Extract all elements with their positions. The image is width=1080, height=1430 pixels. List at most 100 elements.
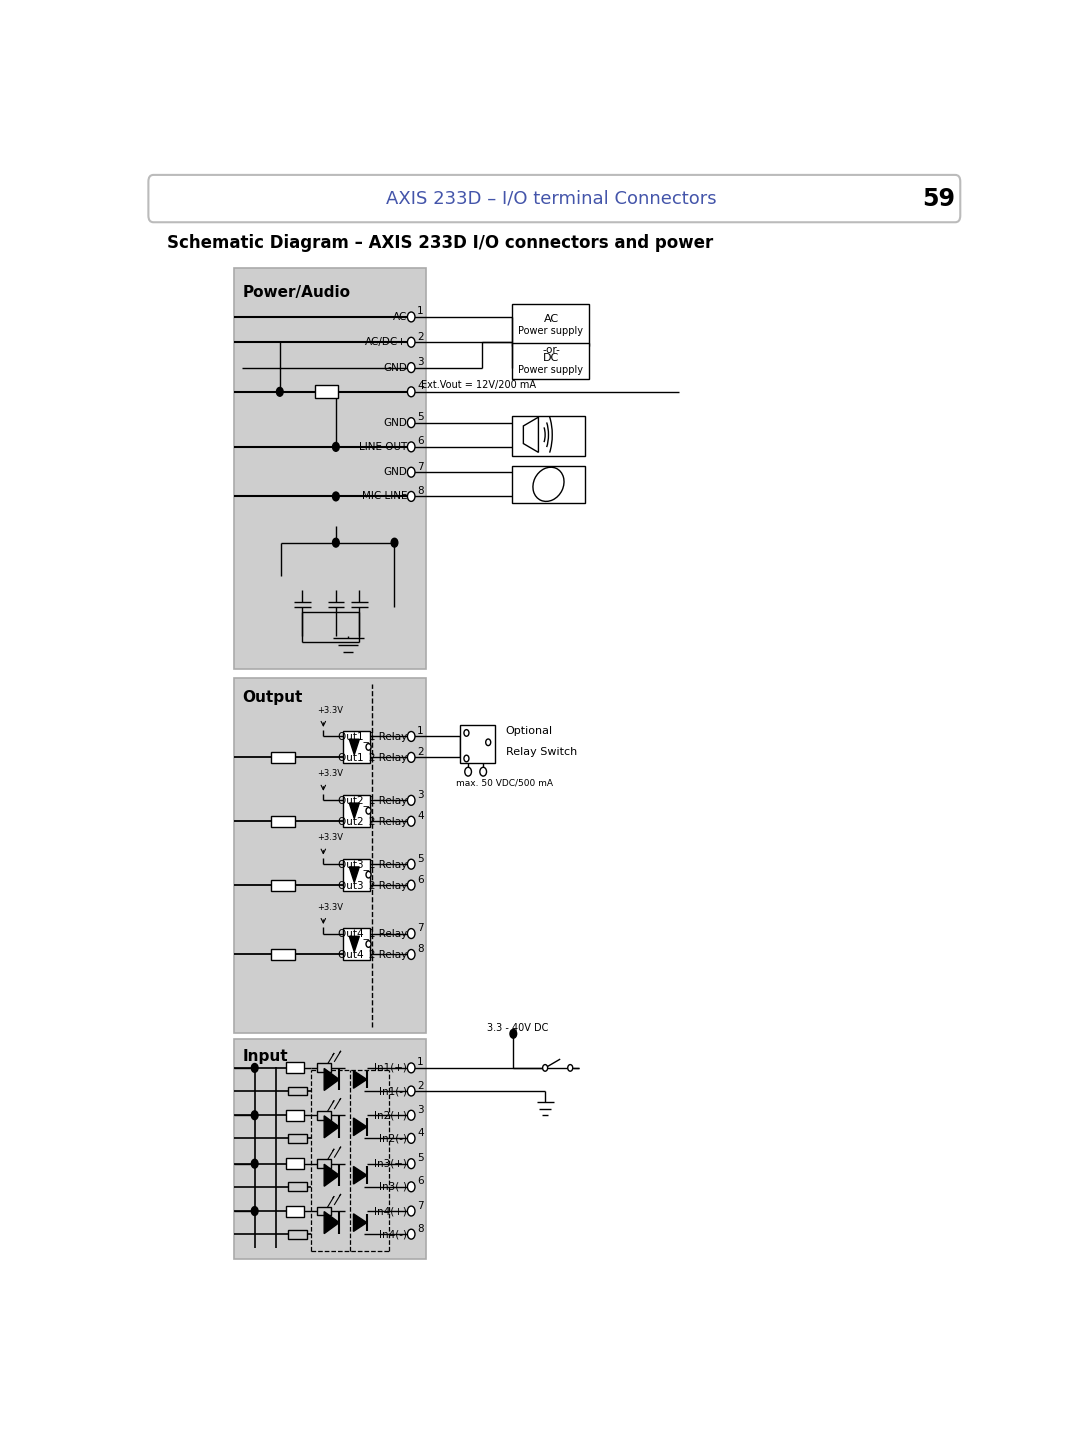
- Text: +3.3V: +3.3V: [318, 834, 343, 842]
- FancyBboxPatch shape: [285, 1158, 305, 1170]
- Text: In2(+): In2(+): [374, 1110, 407, 1120]
- Text: 1: 1: [417, 306, 423, 316]
- Circle shape: [252, 1111, 258, 1120]
- Circle shape: [407, 1205, 415, 1216]
- Circle shape: [407, 418, 415, 428]
- Circle shape: [480, 768, 486, 776]
- Text: In4(+): In4(+): [374, 1205, 407, 1216]
- Text: 59: 59: [922, 186, 956, 210]
- Text: 8: 8: [417, 1224, 423, 1234]
- Text: DC: DC: [543, 353, 559, 363]
- Circle shape: [252, 1064, 258, 1072]
- Circle shape: [464, 768, 472, 776]
- Circle shape: [568, 1064, 572, 1071]
- Text: 3: 3: [417, 789, 423, 799]
- Circle shape: [252, 1207, 258, 1216]
- Circle shape: [333, 538, 339, 548]
- Text: Ext.Vout = 12V/200 mA: Ext.Vout = 12V/200 mA: [421, 380, 537, 390]
- Text: Relay Switch: Relay Switch: [505, 746, 577, 756]
- Circle shape: [407, 388, 415, 396]
- Text: 3.3 - 40V DC: 3.3 - 40V DC: [486, 1024, 548, 1034]
- Text: 1: 1: [417, 1057, 423, 1067]
- Text: In4(-): In4(-): [379, 1230, 407, 1240]
- FancyBboxPatch shape: [271, 950, 295, 960]
- Text: +3.3V: +3.3V: [318, 902, 343, 912]
- Text: 3: 3: [417, 1105, 423, 1115]
- Circle shape: [542, 1064, 548, 1071]
- Text: 8: 8: [417, 486, 423, 496]
- Polygon shape: [324, 1164, 339, 1187]
- Text: 4: 4: [417, 382, 423, 392]
- Text: AC: AC: [393, 312, 407, 322]
- Circle shape: [407, 879, 415, 889]
- Polygon shape: [324, 1211, 339, 1234]
- FancyBboxPatch shape: [271, 815, 295, 827]
- FancyBboxPatch shape: [460, 725, 495, 762]
- Text: 5: 5: [417, 412, 423, 422]
- FancyBboxPatch shape: [233, 1040, 427, 1260]
- FancyBboxPatch shape: [342, 858, 370, 891]
- Circle shape: [407, 492, 415, 502]
- FancyBboxPatch shape: [288, 1134, 307, 1143]
- Circle shape: [407, 928, 415, 938]
- Text: AXIS 233D – I/O terminal Connectors: AXIS 233D – I/O terminal Connectors: [386, 190, 717, 207]
- Text: In2(-): In2(-): [379, 1134, 407, 1144]
- Text: 4: 4: [417, 811, 423, 821]
- FancyBboxPatch shape: [271, 752, 295, 762]
- Circle shape: [407, 1230, 415, 1240]
- Polygon shape: [353, 1167, 367, 1184]
- Circle shape: [407, 468, 415, 478]
- FancyBboxPatch shape: [342, 928, 370, 960]
- Circle shape: [510, 1030, 516, 1038]
- Text: AC: AC: [543, 315, 558, 325]
- Circle shape: [407, 337, 415, 347]
- FancyBboxPatch shape: [285, 1110, 305, 1121]
- Text: In1(-): In1(-): [379, 1085, 407, 1095]
- FancyBboxPatch shape: [271, 879, 295, 891]
- Polygon shape: [349, 867, 360, 882]
- FancyBboxPatch shape: [288, 1230, 307, 1238]
- Text: Optional: Optional: [505, 726, 553, 736]
- Text: GND: GND: [383, 468, 407, 478]
- Polygon shape: [324, 1068, 339, 1091]
- Circle shape: [407, 1181, 415, 1191]
- Text: GND: GND: [383, 363, 407, 373]
- Text: 2: 2: [417, 1081, 423, 1091]
- Circle shape: [407, 752, 415, 762]
- Circle shape: [407, 817, 415, 827]
- Circle shape: [366, 808, 372, 814]
- Text: 6: 6: [417, 875, 423, 885]
- Polygon shape: [353, 1118, 367, 1135]
- FancyBboxPatch shape: [318, 1207, 330, 1216]
- Text: Out4_2 Relay: Out4_2 Relay: [338, 950, 407, 960]
- Text: +3.3V: +3.3V: [318, 769, 343, 778]
- Circle shape: [276, 388, 283, 396]
- Text: 1: 1: [417, 726, 423, 736]
- Circle shape: [252, 1160, 258, 1168]
- FancyBboxPatch shape: [288, 1087, 307, 1095]
- Circle shape: [407, 859, 415, 869]
- FancyBboxPatch shape: [318, 1111, 330, 1120]
- FancyBboxPatch shape: [342, 731, 370, 762]
- Polygon shape: [353, 1071, 367, 1088]
- Circle shape: [407, 312, 415, 322]
- Text: Out3_2 Relay: Out3_2 Relay: [338, 879, 407, 891]
- Circle shape: [407, 1134, 415, 1144]
- Text: AC/DC+: AC/DC+: [365, 337, 407, 347]
- Text: Schematic Diagram – AXIS 233D I/O connectors and power: Schematic Diagram – AXIS 233D I/O connec…: [166, 235, 713, 252]
- Text: In3(-): In3(-): [379, 1181, 407, 1191]
- Circle shape: [407, 1062, 415, 1072]
- Text: MIC LINE: MIC LINE: [362, 492, 407, 502]
- Text: Out1_2 Relay: Out1_2 Relay: [338, 752, 407, 762]
- Text: 2: 2: [417, 332, 423, 342]
- Text: Power supply: Power supply: [518, 365, 583, 375]
- Circle shape: [407, 363, 415, 373]
- Text: 6: 6: [417, 436, 423, 446]
- Polygon shape: [349, 937, 360, 952]
- Polygon shape: [349, 804, 360, 818]
- Circle shape: [333, 442, 339, 452]
- Text: 5: 5: [417, 1153, 423, 1163]
- Text: max. 50 VDC/500 mA: max. 50 VDC/500 mA: [456, 778, 553, 787]
- Text: 3: 3: [417, 358, 423, 368]
- FancyBboxPatch shape: [315, 385, 338, 399]
